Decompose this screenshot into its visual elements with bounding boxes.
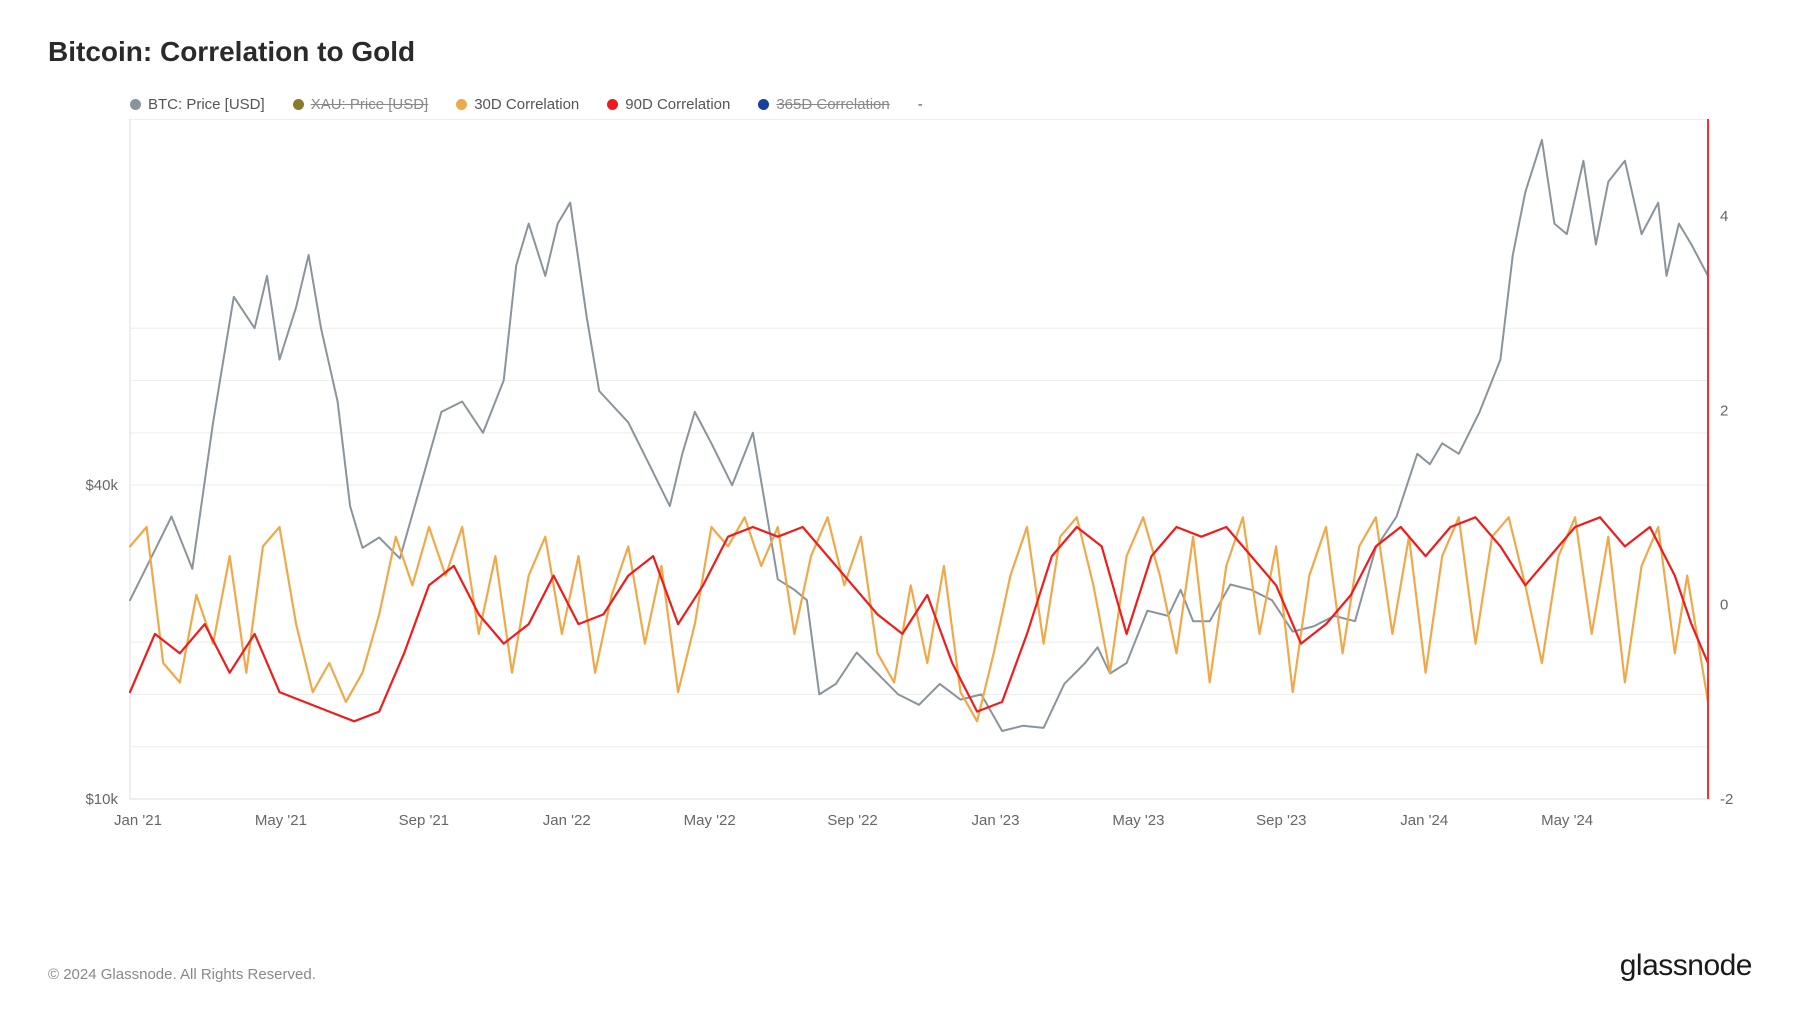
legend-item[interactable]: 30D Correlation xyxy=(456,96,579,113)
chart-legend: BTC: Price [USD] XAU: Price [USD] 30D Corr… xyxy=(130,96,1752,113)
svg-text:May '21: May '21 xyxy=(255,812,307,829)
legend-dot xyxy=(130,99,141,110)
copyright-text: © 2024 Glassnode. All Rights Reserved. xyxy=(48,966,316,983)
legend-item[interactable]: XAU: Price [USD] xyxy=(293,96,429,113)
svg-text:4: 4 xyxy=(1720,208,1728,225)
legend-item[interactable]: 90D Correlation xyxy=(607,96,730,113)
legend-dot xyxy=(456,99,467,110)
svg-text:Sep '22: Sep '22 xyxy=(827,812,877,829)
svg-text:Jan '21: Jan '21 xyxy=(114,812,162,829)
brand-logo: glassnode xyxy=(1620,949,1752,983)
legend-label: 365D Correlation xyxy=(776,96,889,113)
svg-text:May '23: May '23 xyxy=(1112,812,1164,829)
legend-item[interactable]: 365D Correlation xyxy=(758,96,889,113)
svg-text:Jan '24: Jan '24 xyxy=(1400,812,1448,829)
svg-text:May '22: May '22 xyxy=(684,812,736,829)
svg-text:Jan '22: Jan '22 xyxy=(543,812,591,829)
chart-title: Bitcoin: Correlation to Gold xyxy=(48,36,1752,68)
legend-label: 30D Correlation xyxy=(474,96,579,113)
legend-item[interactable]: BTC: Price [USD] xyxy=(130,96,265,113)
svg-text:Sep '23: Sep '23 xyxy=(1256,812,1306,829)
chart-area: $10k $40k -2 0 2 4 Jan '21 May '21 Sep '21 Jan '2… xyxy=(48,119,1752,839)
svg-text:May '24: May '24 xyxy=(1541,812,1593,829)
legend-label: 90D Correlation xyxy=(625,96,730,113)
svg-text:$10k: $10k xyxy=(85,791,118,808)
svg-text:Jan '23: Jan '23 xyxy=(972,812,1020,829)
legend-dot xyxy=(607,99,618,110)
svg-text:0: 0 xyxy=(1720,597,1728,614)
legend-dot xyxy=(293,99,304,110)
legend-label: - xyxy=(918,96,923,113)
legend-label: BTC: Price [USD] xyxy=(148,96,265,113)
legend-item[interactable]: - xyxy=(918,96,923,113)
legend-label: XAU: Price [USD] xyxy=(311,96,429,113)
svg-text:-2: -2 xyxy=(1720,791,1733,808)
legend-dot xyxy=(758,99,769,110)
svg-text:2: 2 xyxy=(1720,402,1728,419)
svg-text:$40k: $40k xyxy=(85,477,118,494)
svg-text:Sep '21: Sep '21 xyxy=(399,812,449,829)
